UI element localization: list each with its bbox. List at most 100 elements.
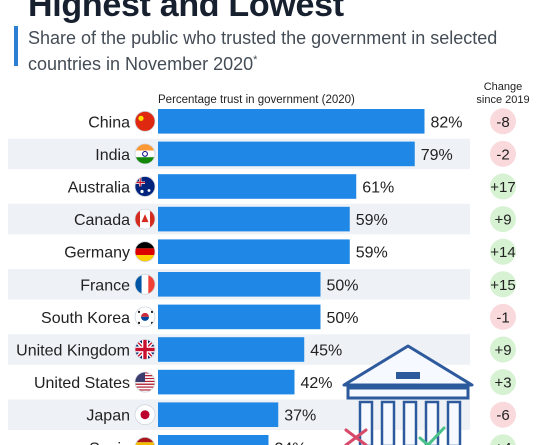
change-bubble bbox=[490, 108, 516, 135]
change-label: +15 bbox=[490, 277, 515, 294]
flag-border bbox=[134, 143, 156, 165]
france-flag-icon bbox=[135, 274, 155, 295]
chart-row-germany: Germany 59% +14 bbox=[64, 238, 516, 265]
flag-border bbox=[134, 339, 156, 360]
canada-flag-icon bbox=[135, 209, 155, 230]
change-bubble bbox=[490, 434, 516, 445]
chart-row-australia: Australia 61% +17 bbox=[68, 173, 516, 200]
subtitle-text: Share of the public who trusted the gove… bbox=[28, 28, 498, 74]
check-icon bbox=[418, 426, 446, 445]
value-label: 34% bbox=[275, 440, 307, 445]
change-bubble bbox=[490, 303, 516, 330]
flag-border bbox=[134, 208, 156, 230]
building-roof bbox=[342, 344, 474, 387]
category-label: Spain bbox=[89, 440, 130, 445]
value-label: 37% bbox=[284, 408, 316, 425]
value-label: 42% bbox=[301, 375, 333, 392]
building-entablature bbox=[346, 386, 470, 400]
flag-border bbox=[134, 110, 156, 132]
south-korea-flag-icon bbox=[135, 306, 155, 327]
title-accent-bar bbox=[14, 26, 18, 66]
category-label: India bbox=[95, 147, 130, 164]
value-column-header: Percentage trust in government (2020) bbox=[158, 94, 355, 106]
chart-row-japan: Japan 37% -6 bbox=[8, 399, 516, 430]
value-label: 61% bbox=[362, 180, 394, 197]
chart-row-canada: Canada 59% +9 bbox=[8, 203, 516, 235]
bar bbox=[158, 304, 321, 330]
bar bbox=[158, 239, 350, 264]
value-label: 59% bbox=[356, 212, 388, 229]
category-label: France bbox=[80, 277, 130, 294]
flag-border bbox=[134, 436, 156, 445]
australia-flag-icon bbox=[135, 176, 155, 197]
building-column bbox=[402, 400, 418, 445]
chart-row-france: France 50% +15 bbox=[8, 269, 516, 300]
chart-title: Highest and Lowest bbox=[28, 0, 344, 24]
change-label: -1 bbox=[496, 309, 509, 326]
bar bbox=[158, 109, 425, 134]
bar bbox=[158, 435, 269, 445]
chart-row-china: China 82% -8 bbox=[88, 108, 516, 135]
united-kingdom-flag-icon bbox=[135, 339, 155, 360]
change-bubble bbox=[490, 271, 516, 298]
bar bbox=[158, 402, 279, 427]
cross-icon bbox=[344, 428, 368, 445]
chart-subtitle: Share of the public who trusted the gove… bbox=[28, 27, 528, 75]
value-label: 59% bbox=[356, 245, 388, 262]
category-label: Canada bbox=[74, 212, 130, 229]
change-label: -8 bbox=[496, 114, 509, 131]
building-plaque bbox=[396, 372, 420, 379]
chart-row-united-states: United States 42% +3 bbox=[34, 369, 516, 396]
change-label: -6 bbox=[496, 407, 509, 424]
change-header-line1: Change bbox=[484, 81, 523, 93]
value-label: 50% bbox=[327, 310, 359, 327]
change-bubble bbox=[490, 369, 516, 396]
change-label: +9 bbox=[494, 342, 511, 359]
change-label: -2 bbox=[496, 146, 509, 163]
category-label: Germany bbox=[64, 245, 130, 262]
bar bbox=[158, 369, 295, 395]
building-column bbox=[358, 400, 374, 445]
building-column bbox=[380, 400, 396, 445]
chart-row-south-korea: South Korea 50% -1 bbox=[41, 303, 516, 330]
category-label: Australia bbox=[68, 180, 130, 197]
india-flag-icon bbox=[135, 143, 155, 164]
change-bubble bbox=[490, 401, 516, 428]
bar bbox=[158, 141, 415, 167]
change-bubble bbox=[490, 140, 516, 167]
bar bbox=[158, 174, 357, 199]
category-label: United Kingdom bbox=[16, 343, 130, 360]
category-label: China bbox=[88, 114, 130, 131]
value-label: 50% bbox=[327, 277, 359, 294]
change-label: +17 bbox=[490, 179, 515, 196]
change-label: +3 bbox=[494, 375, 511, 392]
flag-border bbox=[134, 176, 156, 197]
flag-border bbox=[134, 241, 156, 263]
bar bbox=[158, 272, 321, 297]
change-label: +9 bbox=[494, 212, 511, 229]
building-column bbox=[424, 400, 440, 445]
change-label: +4 bbox=[494, 440, 511, 445]
value-label: 45% bbox=[310, 343, 342, 360]
subtitle-footnote-mark: * bbox=[253, 54, 258, 66]
japan-flag-icon bbox=[135, 404, 155, 425]
change-bubble bbox=[490, 336, 516, 363]
spain-flag-icon bbox=[135, 437, 155, 445]
flag-border bbox=[134, 404, 156, 426]
change-bubble bbox=[490, 173, 516, 200]
united-states-flag-icon bbox=[135, 372, 155, 393]
government-building-icon bbox=[342, 344, 474, 445]
flag-border bbox=[134, 273, 156, 295]
bar bbox=[158, 337, 305, 362]
flag-border bbox=[134, 306, 156, 328]
bar bbox=[158, 206, 350, 232]
china-flag-icon bbox=[135, 111, 155, 132]
value-label: 82% bbox=[431, 114, 463, 131]
chart-row-united-kingdom: United Kingdom 45% +9 bbox=[8, 334, 516, 365]
change-label: +14 bbox=[490, 244, 515, 261]
change-bubble bbox=[490, 238, 516, 265]
chart-row-spain: Spain 34% +4 bbox=[89, 434, 516, 445]
category-label: United States bbox=[34, 375, 130, 392]
chart-row-india: India 79% -2 bbox=[8, 138, 516, 170]
